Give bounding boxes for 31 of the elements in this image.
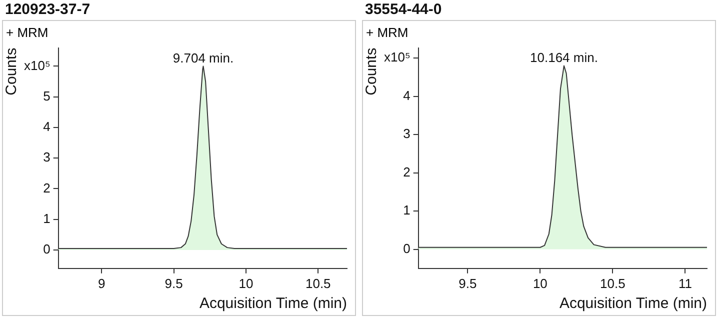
x-tick-label: 10.5 — [305, 276, 331, 291]
y-tick-label: 0 — [403, 240, 410, 256]
x-tick-label: 10.5 — [600, 276, 626, 291]
y-tick-label: x10⁵ — [24, 58, 50, 73]
x-tick-label: 10 — [238, 276, 254, 291]
y-tick-label: 1 — [43, 210, 50, 226]
chart-title: 120923-37-7 — [4, 0, 92, 20]
chart-title: 35554-44-0 — [364, 0, 443, 20]
y-tick-label: 5 — [43, 88, 50, 104]
annotation: 9.704 min. — [172, 50, 234, 66]
y-tick-label: 1 — [403, 202, 410, 218]
chart-subtitle: + MRM — [366, 25, 408, 40]
y-tick-label: 2 — [403, 164, 410, 180]
y-tick-label: 2 — [43, 180, 50, 196]
y-tick-label: 3 — [403, 126, 410, 142]
y-tick-label: x10⁵ — [384, 50, 410, 65]
annotation: 10.164 min. — [530, 50, 598, 65]
y-axis-title: Counts — [363, 48, 380, 96]
x-tick-label: 9 — [98, 276, 106, 291]
x-tick-label: 9.5 — [164, 276, 183, 291]
y-tick-label: 4 — [43, 119, 50, 134]
x-axis-title: Acquisition Time (min) — [199, 295, 347, 312]
x-axis-title: Acquisition Time (min) — [559, 295, 707, 312]
y-axis-title: Counts — [3, 48, 20, 96]
x-tick-label: 9.5 — [458, 276, 477, 291]
y-tick-label: 3 — [43, 150, 50, 165]
x-tick-label: 11 — [678, 276, 692, 291]
y-tick-label: 4 — [403, 88, 410, 103]
x-tick-label: 10 — [532, 276, 548, 291]
y-tick-label: 0 — [43, 242, 50, 257]
chart-subtitle: + MRM — [6, 25, 48, 40]
